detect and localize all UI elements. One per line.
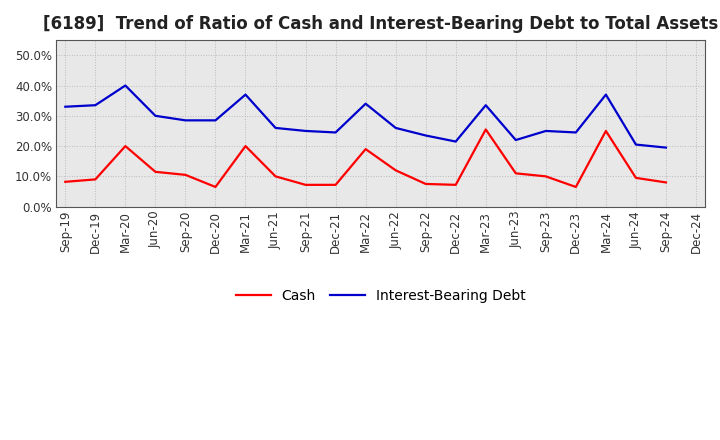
Interest-Bearing Debt [511, 137, 520, 143]
Cash [121, 143, 130, 149]
Cash [572, 184, 580, 190]
Cash [662, 180, 670, 185]
Interest-Bearing Debt [121, 83, 130, 88]
Interest-Bearing Debt [211, 118, 220, 123]
Line: Cash: Cash [66, 129, 666, 187]
Cash [61, 179, 70, 184]
Cash [241, 143, 250, 149]
Cash [301, 182, 310, 187]
Cash [631, 175, 640, 180]
Interest-Bearing Debt [151, 113, 160, 118]
Legend: Cash, Interest-Bearing Debt: Cash, Interest-Bearing Debt [230, 283, 531, 308]
Interest-Bearing Debt [61, 104, 70, 110]
Cash [541, 174, 550, 179]
Cash [91, 177, 99, 182]
Line: Interest-Bearing Debt: Interest-Bearing Debt [66, 85, 666, 147]
Interest-Bearing Debt [662, 145, 670, 150]
Interest-Bearing Debt [331, 130, 340, 135]
Interest-Bearing Debt [421, 133, 430, 138]
Interest-Bearing Debt [451, 139, 460, 144]
Interest-Bearing Debt [392, 125, 400, 131]
Title: [6189]  Trend of Ratio of Cash and Interest-Bearing Debt to Total Assets: [6189] Trend of Ratio of Cash and Intere… [43, 15, 719, 33]
Interest-Bearing Debt [361, 101, 370, 106]
Cash [331, 182, 340, 187]
Interest-Bearing Debt [241, 92, 250, 97]
Cash [181, 172, 190, 177]
Interest-Bearing Debt [572, 130, 580, 135]
Cash [211, 184, 220, 190]
Cash [361, 147, 370, 152]
Cash [151, 169, 160, 175]
Interest-Bearing Debt [91, 103, 99, 108]
Interest-Bearing Debt [482, 103, 490, 108]
Cash [482, 127, 490, 132]
Interest-Bearing Debt [602, 92, 611, 97]
Cash [271, 174, 280, 179]
Cash [511, 171, 520, 176]
Interest-Bearing Debt [301, 128, 310, 134]
Cash [602, 128, 611, 134]
Cash [421, 181, 430, 187]
Interest-Bearing Debt [271, 125, 280, 131]
Cash [451, 182, 460, 187]
Interest-Bearing Debt [541, 128, 550, 134]
Cash [392, 168, 400, 173]
Interest-Bearing Debt [631, 142, 640, 147]
Interest-Bearing Debt [181, 118, 190, 123]
